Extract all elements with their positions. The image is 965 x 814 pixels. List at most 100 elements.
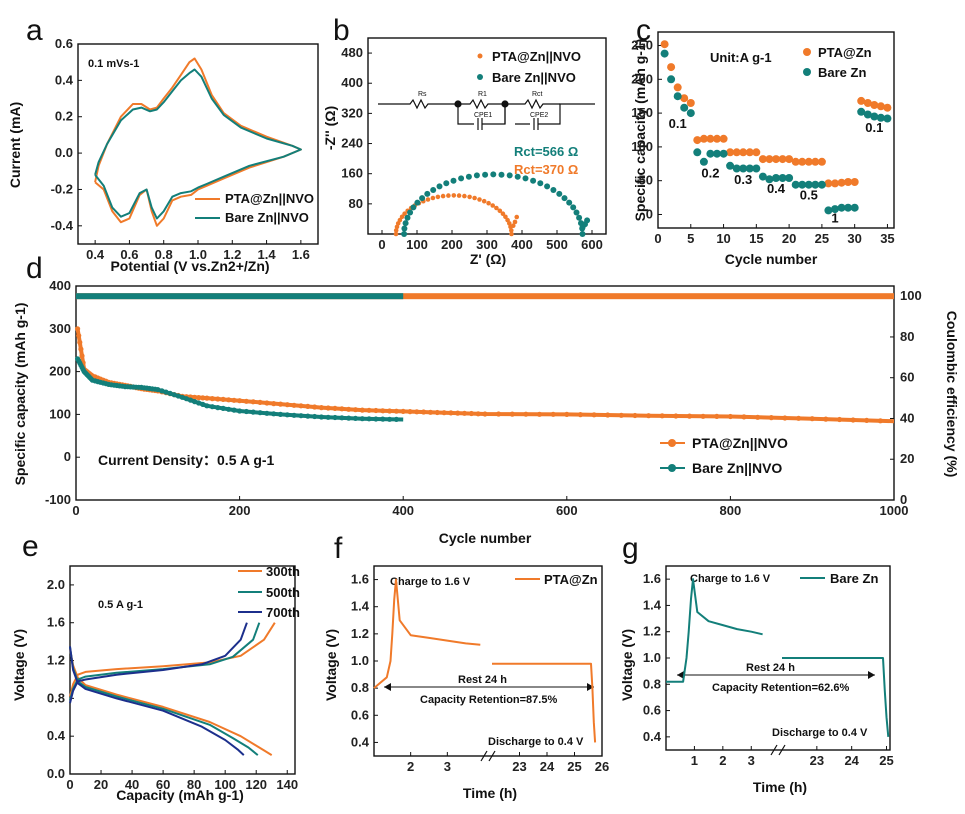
panel-f-xtick-label: 24 xyxy=(540,759,555,774)
nyquist-tail-point-bare xyxy=(584,217,591,224)
capacity-point-pta xyxy=(632,412,638,419)
rate-point-bare xyxy=(857,107,866,116)
capacity-point-bare xyxy=(373,416,379,422)
panel-f-ytick-label: 1.0 xyxy=(351,653,369,668)
rate-point-bare xyxy=(863,110,872,119)
nyquist-point-pta xyxy=(500,211,506,216)
capacity-point-pta xyxy=(250,399,256,405)
capacity-point-pta xyxy=(727,413,734,420)
rate-point-bare xyxy=(693,148,702,157)
panel-c-unit: Unit:A g-1 xyxy=(710,50,772,65)
nyquist-point-bare xyxy=(443,180,450,187)
panel-c: c Cycle number Specific capacity (mAh g-… xyxy=(632,14,872,267)
panel-d-xtick-label: 800 xyxy=(720,503,742,518)
capacity-point-bare xyxy=(325,414,331,420)
capacity-point-pta xyxy=(564,411,570,417)
cv-curve-bare xyxy=(94,68,302,220)
rate-point-bare xyxy=(680,103,689,112)
rate-label: 0.2 xyxy=(701,165,719,180)
capacity-point-pta xyxy=(75,326,81,332)
rct-bare-annotation: Rct=566 Ω xyxy=(514,144,578,159)
nyquist-point-pta xyxy=(402,211,407,216)
voltage-curve-g-rest xyxy=(782,657,890,737)
nyquist-point-bare xyxy=(430,187,437,193)
capacity-point-pta xyxy=(550,411,556,417)
nyquist-point-pta xyxy=(456,193,462,198)
capacity-point-pta xyxy=(421,409,427,415)
nyquist-point-bare xyxy=(506,172,513,179)
rate-point-bare xyxy=(726,161,735,170)
panel-c-ytick-label: 100 xyxy=(631,139,653,154)
panel-f-xlabel: Time (h) xyxy=(463,785,517,801)
panel-d-frame xyxy=(75,285,895,501)
rate-point-pta xyxy=(706,134,715,143)
rate-point-pta xyxy=(739,148,748,157)
rate-label: 0.1 xyxy=(865,120,883,135)
legend-b-marker-bare xyxy=(477,74,483,80)
panel-c-xtick-label: 15 xyxy=(749,231,763,246)
chart-marks: 0.4 0.6 0.8 1.0 1.2 1.4 1.6 -0.4 -0.2 0.0 0.2 0.4 0.… xyxy=(45,31,922,792)
rate-point-pta xyxy=(831,179,839,188)
capacity-point-pta xyxy=(407,409,413,415)
nyquist-point-pta xyxy=(486,200,491,206)
capacity-point-pta xyxy=(755,414,761,420)
panel-d-ytick-right-label: 40 xyxy=(900,410,914,425)
rate-point-pta xyxy=(791,157,800,166)
capacity-point-bare xyxy=(243,408,249,415)
rate-point-pta xyxy=(785,155,794,164)
nyquist-point-bare xyxy=(458,175,465,182)
panel-d-xtick-label: 200 xyxy=(229,503,251,518)
capacity-point-pta xyxy=(659,413,665,419)
capacity-point-bare xyxy=(393,416,399,422)
panel-b-xtick-label: 0 xyxy=(378,237,385,252)
legend-f-label: PTA@Zn xyxy=(544,572,598,587)
capacity-point-bare xyxy=(346,415,352,421)
nyquist-point-bare xyxy=(561,195,568,202)
rate-point-pta xyxy=(693,136,702,145)
panel-a-annotation: 0.1 mVs-1 xyxy=(88,58,139,70)
capacity-point-bare xyxy=(366,416,372,422)
panel-b-xtick-label: 300 xyxy=(476,237,498,252)
panel-g-discharge-label: Discharge to 0.4 V xyxy=(772,727,868,739)
panel-g-xtick-label: 1 xyxy=(691,753,698,768)
capacity-point-pta xyxy=(359,407,365,413)
legend-e-label-700: 700th xyxy=(266,605,300,620)
rate-point-pta xyxy=(713,134,721,143)
panel-label-f: f xyxy=(334,532,343,565)
panel-a-ytick-label: 0.2 xyxy=(55,109,73,124)
legend-a-label-bare: Bare Zn||NVO xyxy=(225,210,309,225)
panel-b-ytick-label: 400 xyxy=(341,75,363,90)
rate-point-bare xyxy=(699,157,708,166)
capacity-point-pta xyxy=(271,401,277,407)
capacity-point-pta xyxy=(686,413,693,419)
panel-b-xtick-label: 600 xyxy=(581,237,603,252)
panel-g-ytick-label: 1.0 xyxy=(643,650,661,665)
capacity-point-pta xyxy=(400,408,406,414)
panel-b-ytick-label: 320 xyxy=(341,105,363,120)
panel-e-xtick-label: 140 xyxy=(276,777,298,792)
capacity-point-bare xyxy=(171,392,177,398)
capacity-point-pta xyxy=(380,408,386,414)
capacity-point-pta xyxy=(312,404,318,410)
panel-d-ytick-label: 0 xyxy=(64,449,71,464)
nyquist-point-bare xyxy=(573,209,580,216)
capacity-point-bare xyxy=(352,415,359,421)
rate-point-pta xyxy=(824,179,833,188)
capacity-point-pta xyxy=(673,413,679,419)
panel-d-ytick-label: 200 xyxy=(49,364,71,379)
nyquist-point-pta xyxy=(446,193,451,198)
nyquist-point-bare xyxy=(465,173,472,180)
nyquist-point-pta xyxy=(425,197,431,202)
panel-e-xtick-label: 100 xyxy=(214,777,236,792)
panel-d-xtick-label: 400 xyxy=(392,503,414,518)
nyquist-point-pta xyxy=(467,194,472,200)
capacity-point-pta xyxy=(836,416,843,423)
circuit-label-rs: Rs xyxy=(418,91,427,98)
capacity-point-pta xyxy=(577,412,584,418)
panel-f-ylabel: Voltage (V) xyxy=(323,629,339,701)
capacity-point-pta xyxy=(192,394,198,400)
panel-c-ytick-label: 50 xyxy=(639,173,653,188)
capacity-point-pta xyxy=(864,417,870,423)
rate-point-pta xyxy=(752,148,761,157)
nyquist-point-bare xyxy=(414,199,421,206)
